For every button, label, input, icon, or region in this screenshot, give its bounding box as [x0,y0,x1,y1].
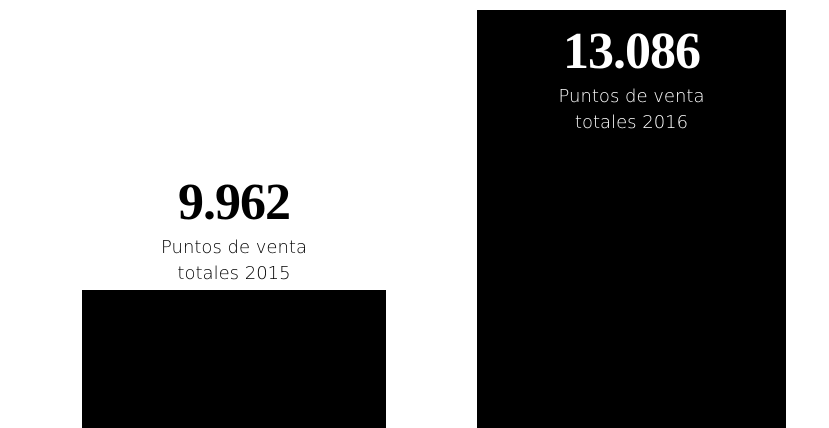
value-label: 9.962 [178,173,291,231]
category-label: Puntos de venta totales 2016 [558,86,705,133]
bar [477,10,786,428]
value-label: 13.086 [563,23,701,80]
category-label: Puntos de venta totales 2015 [161,236,307,284]
bar [82,289,386,428]
